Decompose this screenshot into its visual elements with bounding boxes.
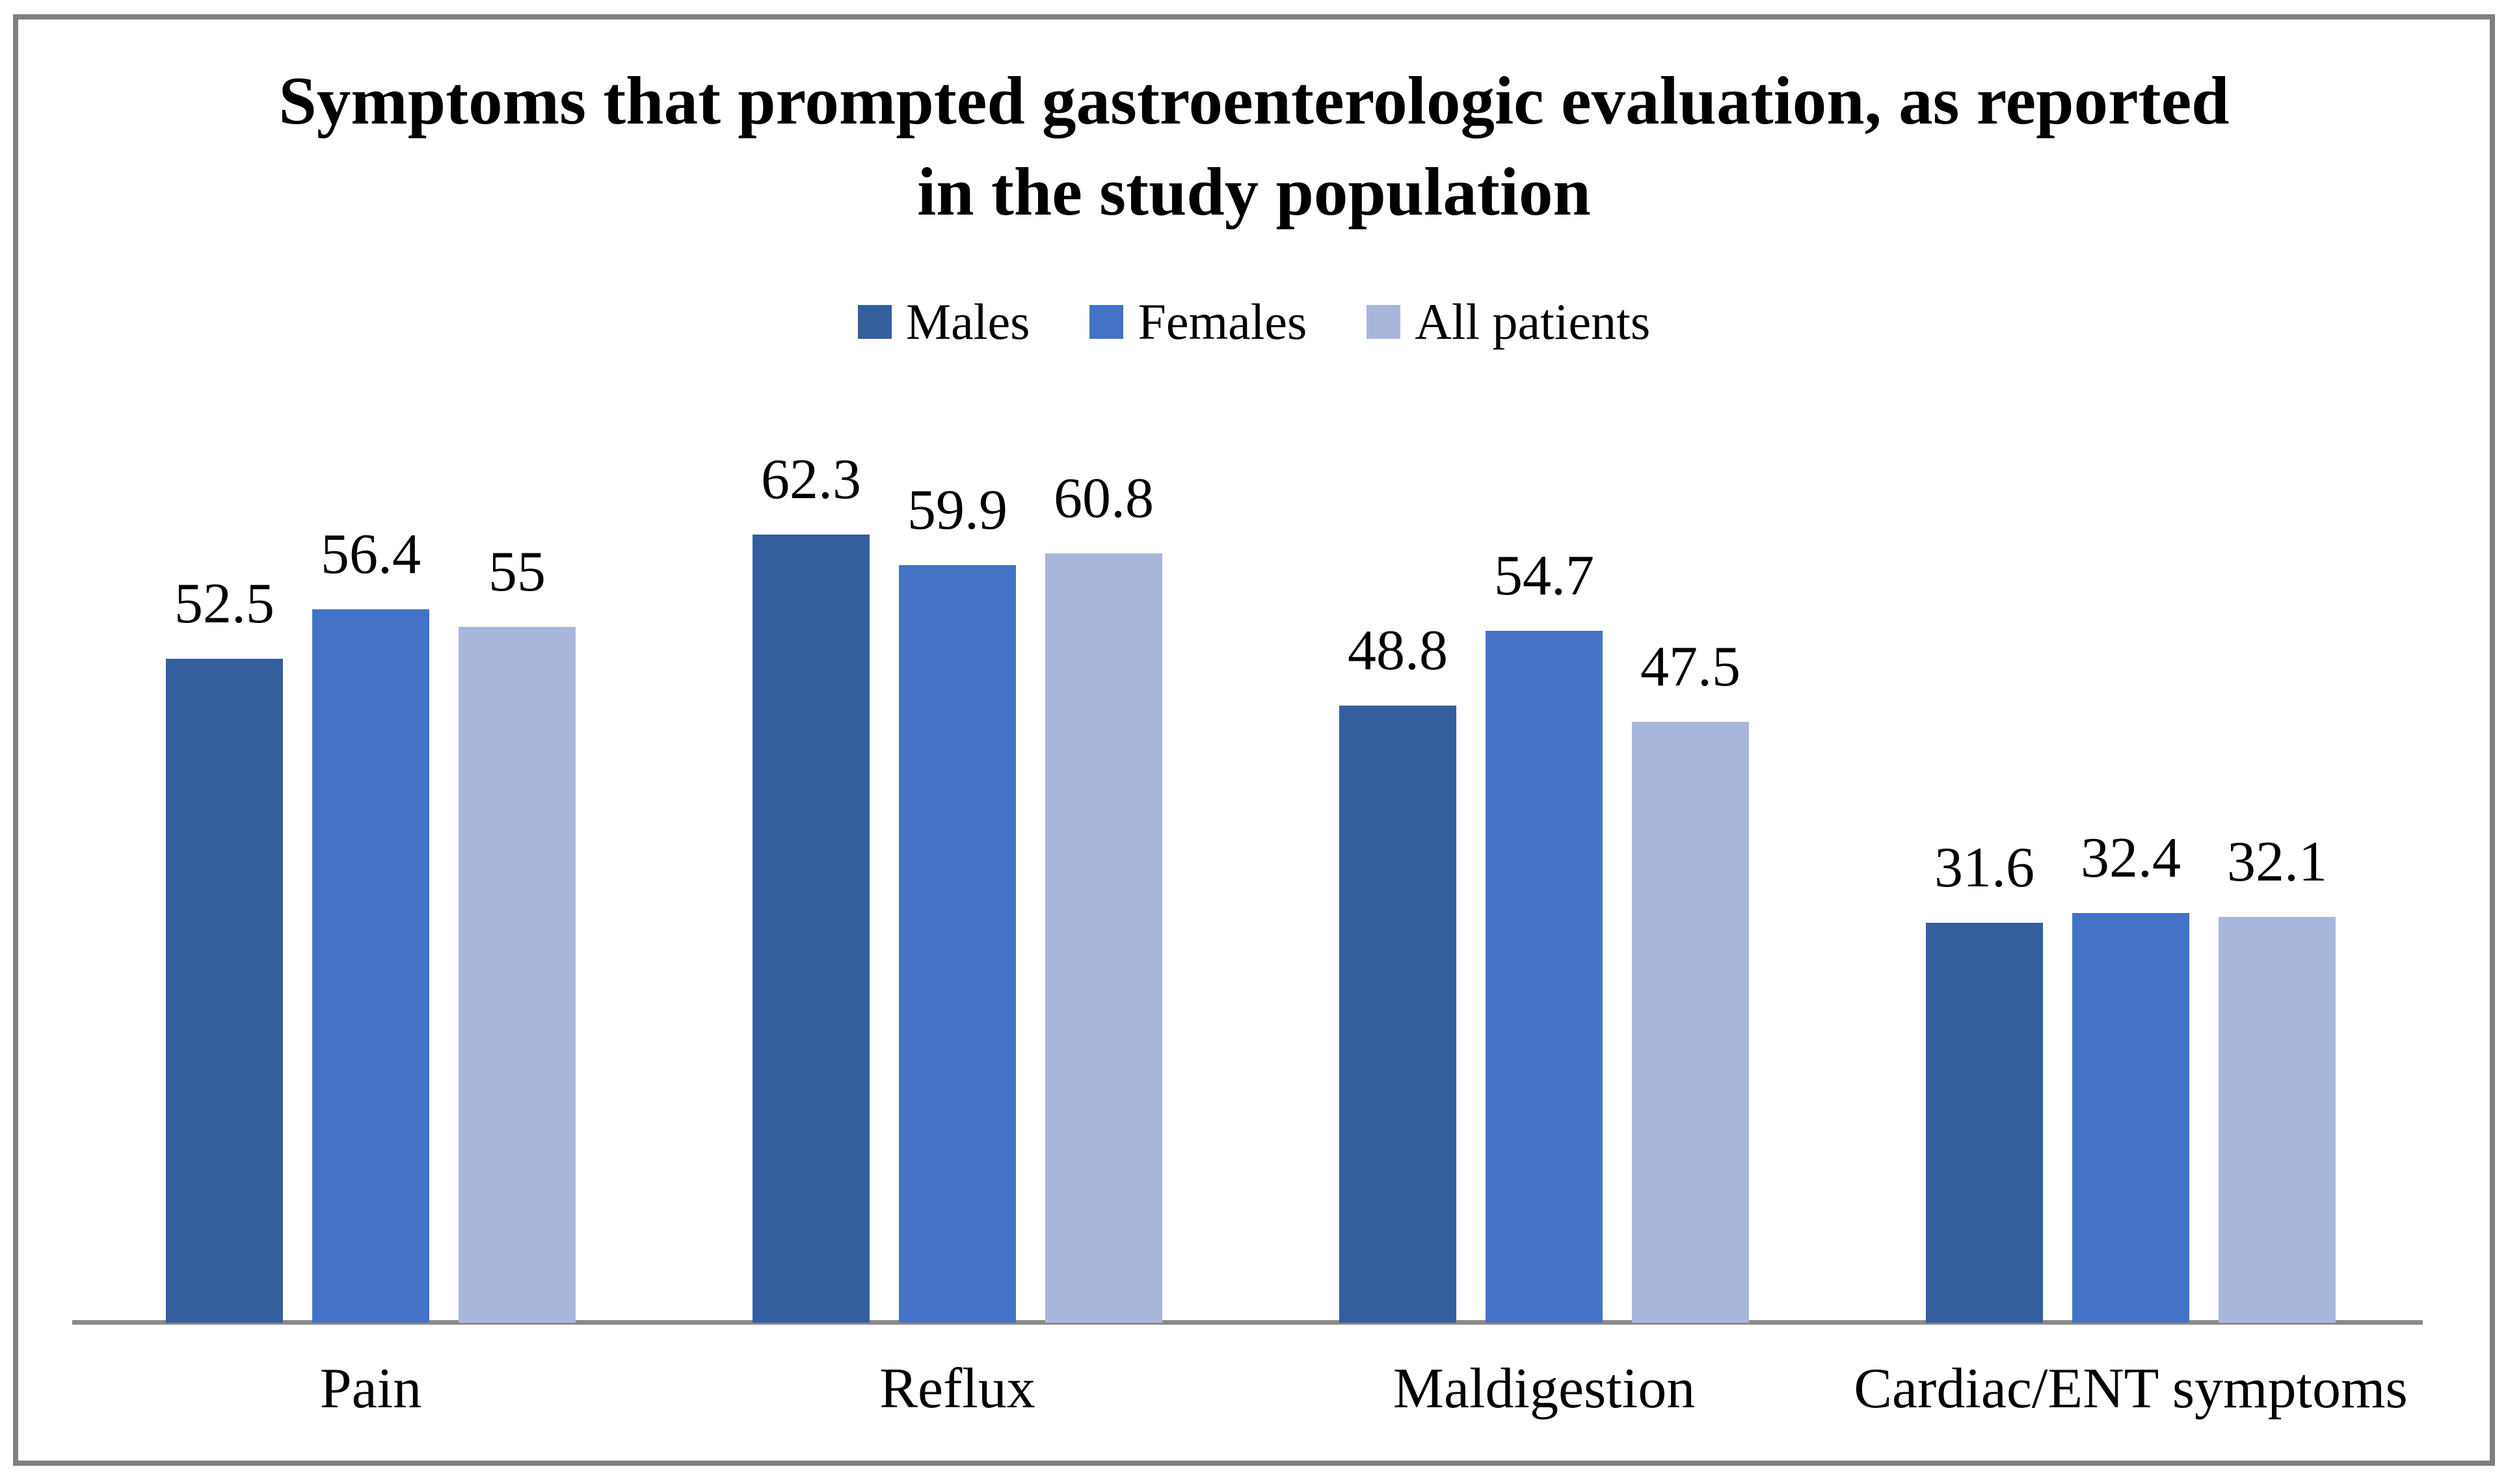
bar-value-label: 54.7 (1494, 544, 1594, 607)
bar-value-label: 52.5 (174, 572, 274, 635)
x-axis-label-reflux: Reflux (879, 1357, 1035, 1420)
bar-group-reflux: 62.3 59.9 60.8 (753, 451, 1162, 1323)
legend-label: All patients (1415, 293, 1651, 350)
legend-swatch-icon (1089, 305, 1124, 339)
bar-wrap-males-pain: 52.5 (166, 576, 283, 1323)
legend-swatch-icon (857, 305, 892, 339)
bar-wrap-males-cardiac-ent-symptoms: 31.6 (1926, 840, 2043, 1323)
bar-value-label: 47.5 (1640, 635, 1741, 698)
bar-wrap-females-reflux: 59.9 (899, 482, 1016, 1323)
bar-value-label: 59.9 (907, 479, 1007, 542)
bar-wrap-all-patients-reflux: 60.8 (1045, 470, 1162, 1323)
bar-group-pain: 52.5 56.4 55 (166, 526, 576, 1323)
bar-value-label: 48.8 (1348, 619, 1448, 682)
legend-item-males: Males (857, 293, 1030, 351)
x-axis-line (72, 1320, 2423, 1325)
legend-label: Females (1138, 293, 1307, 350)
bar-females-maldigestion (1486, 631, 1603, 1323)
legend-label: Males (905, 293, 1030, 350)
bar-wrap-all-patients-maldigestion: 47.5 (1632, 639, 1749, 1323)
legend-item-all-patients: All patients (1367, 293, 1650, 351)
bar-all-patients-reflux (1045, 553, 1162, 1323)
bar-wrap-females-pain: 56.4 (312, 526, 429, 1323)
x-axis-label-cardiac-ent-symptoms: Cardiac/ENT symptoms (1854, 1357, 2408, 1420)
bar-wrap-all-patients-pain: 55 (459, 544, 576, 1323)
bar-females-cardiac-ent-symptoms (2072, 913, 2189, 1323)
bar-value-label: 62.3 (761, 448, 861, 511)
bar-males-cardiac-ent-symptoms (1926, 923, 2043, 1323)
legend: Males Females All patients (0, 293, 2508, 351)
bar-all-patients-maldigestion (1632, 722, 1749, 1323)
bar-wrap-males-reflux: 62.3 (753, 451, 870, 1323)
legend-item-females: Females (1089, 293, 1307, 351)
bar-all-patients-cardiac-ent-symptoms (2219, 917, 2336, 1323)
bar-value-label: 31.6 (1934, 836, 2034, 899)
bar-wrap-males-maldigestion: 48.8 (1339, 622, 1456, 1323)
x-axis-label-pain: Pain (319, 1357, 422, 1420)
bar-males-pain (166, 659, 283, 1323)
bar-males-maldigestion (1339, 706, 1456, 1323)
bar-group-maldigestion: 48.8 54.7 47.5 (1339, 548, 1749, 1323)
bar-wrap-all-patients-cardiac-ent-symptoms: 32.1 (2219, 834, 2336, 1323)
chart-title: Symptoms that prompted gastroenterologic… (0, 55, 2508, 237)
bar-group-cardiac-ent-symptoms: 31.6 32.4 32.1 (1926, 830, 2336, 1323)
bar-males-reflux (753, 535, 870, 1323)
bar-value-label: 60.8 (1054, 467, 1154, 530)
x-axis-label-maldigestion: Maldigestion (1393, 1357, 1696, 1420)
chart-title-line-2: in the study population (917, 153, 1591, 230)
bar-all-patients-pain (459, 627, 576, 1323)
bar-value-label: 32.1 (2227, 830, 2327, 894)
bar-wrap-females-cardiac-ent-symptoms: 32.4 (2072, 830, 2189, 1323)
bar-value-label: 55 (488, 540, 546, 603)
legend-swatch-icon (1367, 305, 1401, 339)
bar-value-label: 32.4 (2081, 827, 2181, 890)
chart-title-line-1: Symptoms that prompted gastroenterologic… (278, 62, 2230, 139)
bar-females-pain (312, 609, 429, 1323)
bar-wrap-females-maldigestion: 54.7 (1486, 548, 1603, 1323)
bar-value-label: 56.4 (321, 523, 421, 586)
bar-females-reflux (899, 565, 1016, 1323)
